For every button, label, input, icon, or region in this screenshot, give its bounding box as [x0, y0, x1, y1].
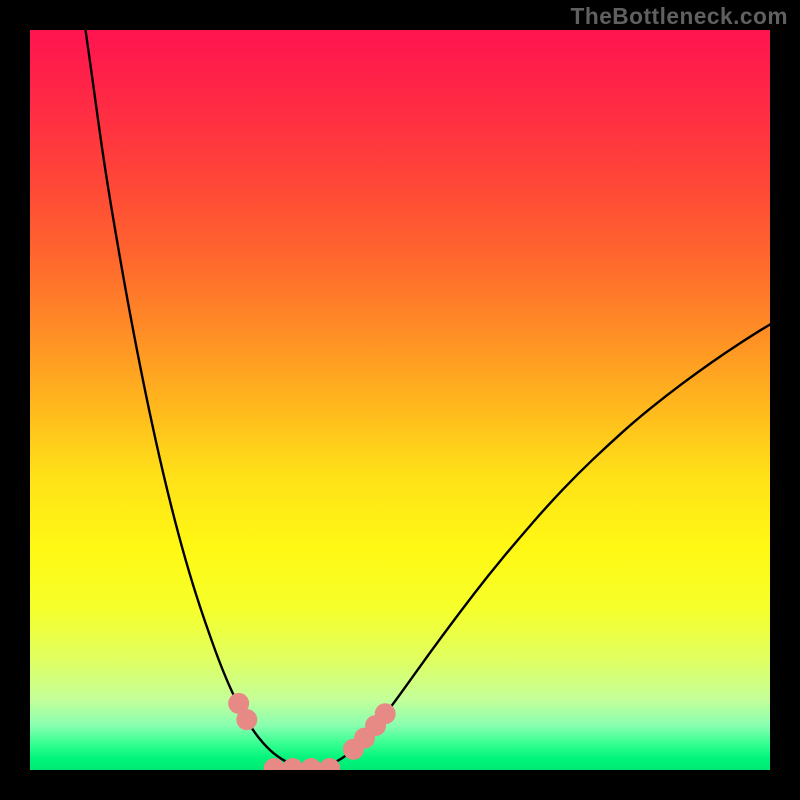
chart-container: TheBottleneck.com: [0, 0, 800, 800]
data-marker: [237, 710, 257, 730]
watermark-text: TheBottleneck.com: [571, 3, 788, 30]
chart-svg: [0, 0, 800, 800]
data-marker: [375, 704, 395, 724]
